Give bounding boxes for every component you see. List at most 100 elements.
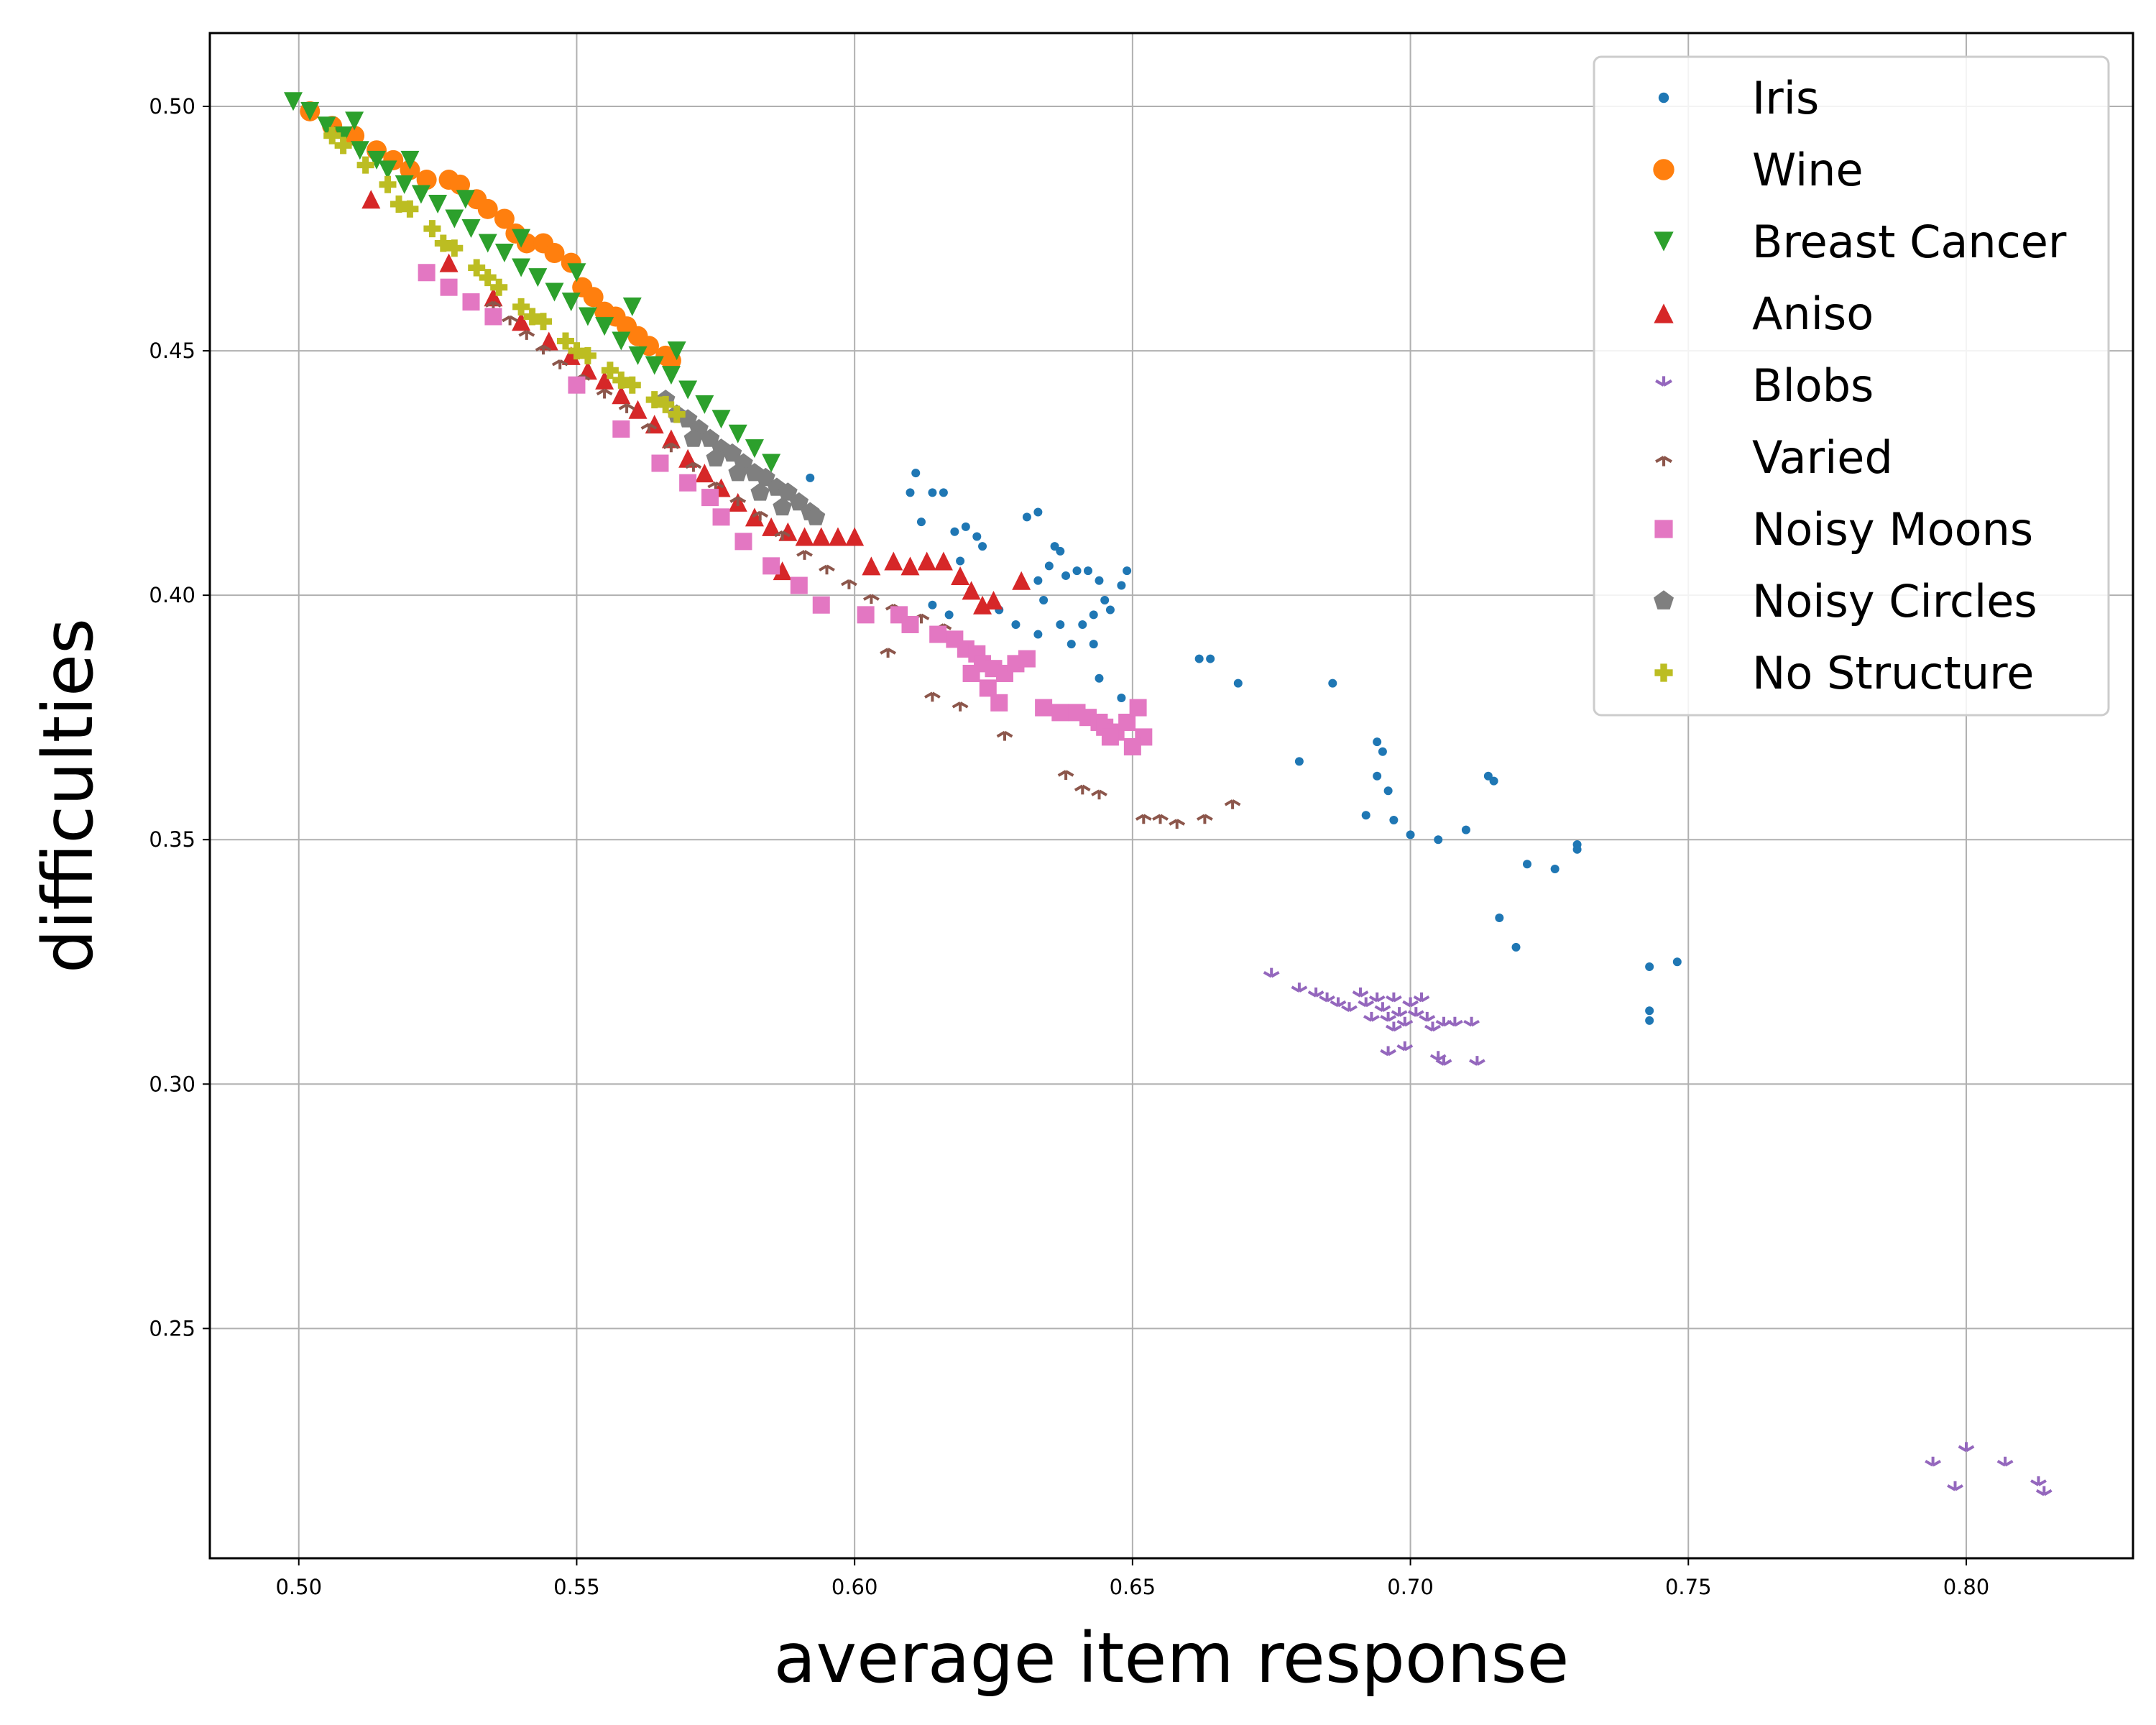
data-point-iris (1461, 825, 1470, 834)
data-point-iris (1645, 1006, 1654, 1016)
data-point-noisy-moons (462, 293, 480, 311)
data-point-noisy-moons (440, 278, 458, 296)
data-point-aniso (828, 527, 847, 546)
data-point-blobs (1958, 1442, 1975, 1453)
data-point-wine (583, 287, 604, 308)
data-point-blobs (1435, 1056, 1452, 1066)
data-point-iris (1072, 566, 1082, 576)
data-point-varied (551, 359, 568, 369)
data-point-no-structure (490, 278, 508, 296)
data-point-aniso (361, 190, 381, 209)
data-point-blobs (1925, 1456, 1941, 1467)
data-point-noisy-circles (773, 497, 792, 516)
data-point-no-structure (479, 269, 497, 287)
data-point-iris (1011, 620, 1021, 629)
data-point-breast-cancer (528, 268, 548, 288)
data-point-noisy-circles (756, 467, 775, 487)
data-point-blobs (1396, 1016, 1414, 1027)
data-point-iris (1645, 1016, 1654, 1025)
data-point-breast-cancer (378, 160, 397, 180)
data-point-aniso (773, 561, 792, 581)
data-point-iris (1511, 942, 1521, 952)
data-point-blobs (1407, 1007, 1424, 1017)
legend-marker-wine (1653, 159, 1674, 180)
data-point-aniso (884, 551, 903, 571)
data-point-blobs (1469, 1056, 1485, 1066)
data-point-blobs (1447, 1016, 1463, 1027)
data-point-iris (1361, 811, 1370, 820)
data-point-breast-cancer (478, 234, 497, 253)
data-point-iris (1489, 776, 1498, 786)
data-point-iris (961, 522, 970, 531)
data-point-varied (752, 510, 769, 521)
data-point-varied (1074, 784, 1091, 795)
data-point-aniso (1012, 571, 1031, 590)
data-point-noisy-moons (1123, 737, 1141, 755)
data-point-iris (1550, 865, 1560, 874)
data-point-no-structure (668, 405, 686, 423)
data-point-breast-cancer (461, 219, 481, 239)
data-point-varied (640, 423, 658, 433)
data-point-iris (1572, 845, 1582, 854)
y-axis-ticks: 0.25 0.30 0.35 0.40 0.45 0.50 (149, 94, 210, 1340)
data-point-aniso (762, 517, 781, 536)
data-point-noisy-moons (857, 606, 875, 624)
data-point-aniso (845, 527, 865, 546)
data-point-iris (1522, 860, 1531, 869)
data-point-varied (796, 550, 813, 560)
legend-marker-aniso (1654, 303, 1674, 323)
data-point-blobs (1463, 1016, 1480, 1027)
data-point-noisy-circles (722, 443, 742, 462)
data-point-varied (596, 388, 613, 399)
series-breast-cancer (284, 92, 781, 473)
data-point-noisy-moons (990, 694, 1008, 712)
data-point-no-structure (645, 391, 663, 409)
data-point-iris (1095, 576, 1104, 585)
data-point-breast-cancer (667, 341, 686, 361)
data-point-iris (1105, 605, 1115, 615)
data-point-blobs (1424, 1021, 1441, 1032)
data-point-noisy-moons (929, 625, 947, 643)
data-point-iris (1044, 561, 1054, 571)
y-tick-label: 0.45 (149, 339, 195, 363)
data-point-wine (494, 208, 515, 229)
data-point-no-structure (401, 200, 419, 218)
data-point-breast-cancer (350, 141, 369, 160)
series-no-structure (323, 126, 686, 423)
legend-label-aniso: Aniso (1752, 288, 1874, 340)
data-point-iris (1033, 507, 1043, 517)
data-point-aniso (962, 581, 981, 600)
legend-marker-breast-cancer (1654, 231, 1674, 252)
data-point-noisy-moons (612, 420, 630, 438)
plot-frame (208, 32, 2134, 1560)
legend-marker-noisy-circles (1654, 590, 1674, 610)
data-point-varied (863, 594, 880, 604)
data-point-breast-cancer (445, 209, 464, 229)
data-point-breast-cancer (300, 101, 320, 121)
data-point-varied (729, 496, 747, 507)
data-point-blobs (1352, 987, 1369, 998)
data-point-iris (1083, 566, 1092, 576)
data-point-breast-cancer (411, 185, 430, 204)
data-point-noisy-circles (728, 463, 748, 482)
data-point-breast-cancer (494, 244, 514, 263)
data-point-aniso (661, 429, 681, 448)
data-point-iris (1495, 914, 1504, 923)
data-point-breast-cancer (561, 293, 581, 312)
data-point-varied (774, 530, 791, 540)
data-point-iris (1406, 830, 1415, 840)
data-point-noisy-moons (979, 679, 997, 697)
data-point-breast-cancer (395, 175, 414, 194)
data-point-iris (978, 542, 987, 551)
data-point-iris (1373, 737, 1382, 747)
data-point-aniso (484, 288, 503, 307)
x-tick-label: 0.55 (553, 1575, 600, 1599)
legend-marker-blobs (1655, 376, 1672, 387)
data-point-iris (1645, 962, 1654, 972)
data-point-noisy-moons (679, 474, 697, 492)
data-point-aniso (862, 556, 881, 576)
data-point-noisy-circles (806, 507, 826, 525)
data-point-varied (924, 691, 941, 702)
legend-label-wine: Wine (1752, 144, 1864, 196)
